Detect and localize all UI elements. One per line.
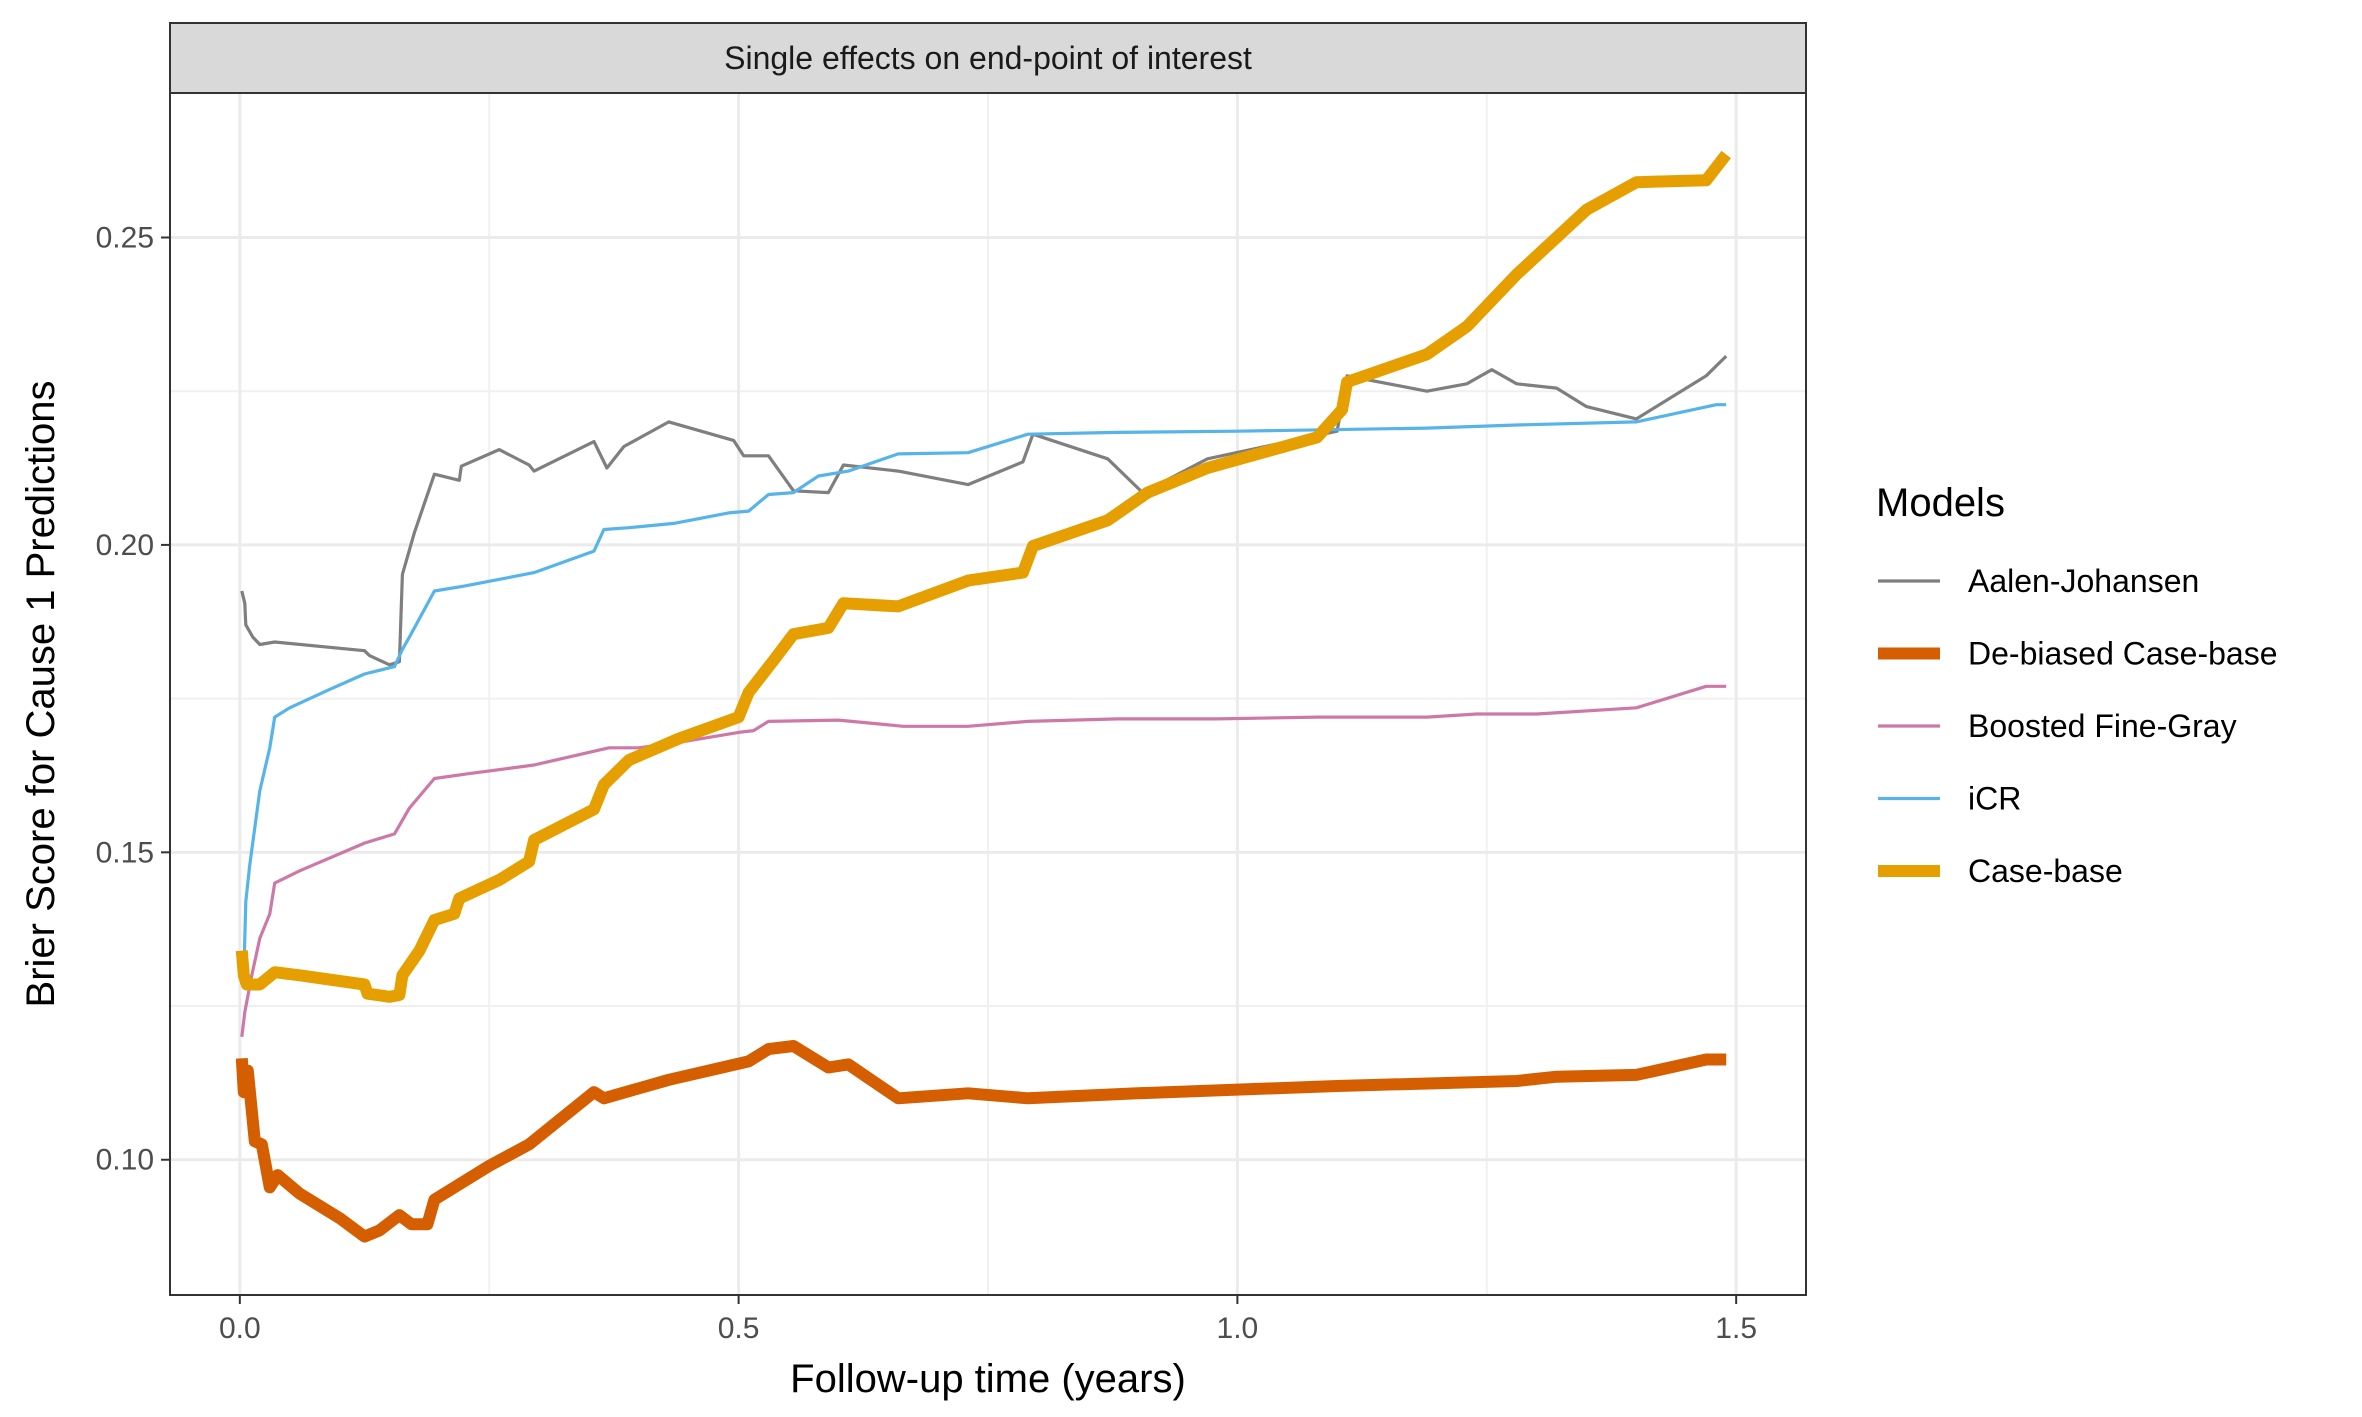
y-tick-label: 0.25 (96, 221, 154, 254)
major-gridlines (170, 93, 1806, 1295)
legend-label-boosted-fine-gray: Boosted Fine-Gray (1968, 708, 2237, 744)
y-tick-label: 0.10 (96, 1144, 154, 1177)
x-tick-label: 1.0 (1217, 1312, 1259, 1345)
legend-title: Models (1876, 481, 2005, 525)
y-axis-title: Brier Score for Cause 1 Predictions (19, 381, 63, 1008)
minor-gridlines (170, 93, 1806, 1295)
facet-strip (169, 22, 1807, 94)
series-line-aalen-johansen (240, 354, 1728, 667)
x-tick-label: 0.0 (219, 1312, 261, 1345)
series-line-case-base (235, 150, 1731, 1003)
series-line-de-biased-case-base (235, 1040, 1727, 1243)
series-lines (235, 150, 1731, 1243)
x-tick-label: 1.5 (1715, 1312, 1757, 1345)
x-tick-label: 0.5 (718, 1312, 760, 1345)
legend-label-aalen-johansen: Aalen-Johansen (1968, 563, 2199, 599)
legend-label-case-base: Case-base (1968, 853, 2123, 889)
series-line-icr (240, 403, 1727, 985)
y-axis: 0.10 0.15 0.20 0.25 (96, 221, 170, 1177)
legend-label-de-biased-case-base: De-biased Case-base (1968, 636, 2278, 672)
y-tick-label: 0.15 (96, 836, 154, 869)
legend-label-icr: iCR (1968, 781, 2021, 817)
x-axis-title: Follow-up time (years) (790, 1357, 1186, 1401)
legend: Models Aalen-Johansen De-biased Case-base… (1876, 481, 2278, 889)
facet-strip-label: Single effects on end-point of interest (724, 40, 1252, 76)
x-axis: 0.0 0.5 1.0 1.5 (219, 1295, 1757, 1345)
series-line-boosted-fine-gray (240, 684, 1727, 1037)
y-tick-label: 0.20 (96, 529, 154, 562)
